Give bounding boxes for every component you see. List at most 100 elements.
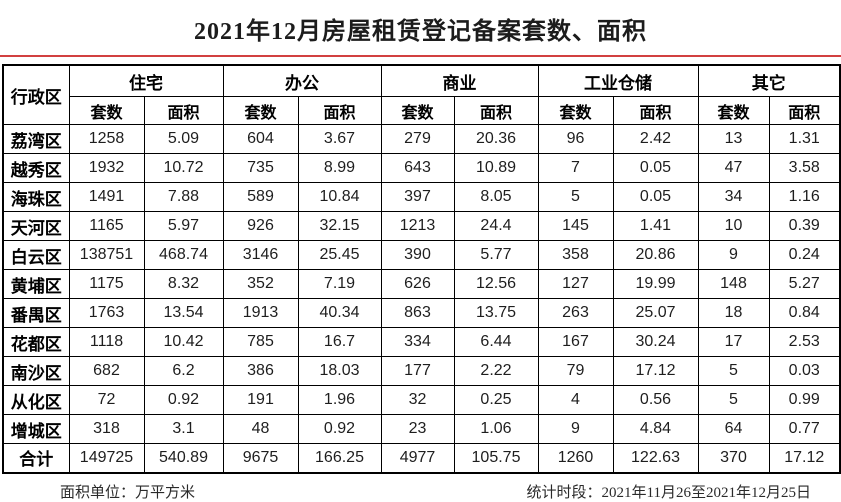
- area-cell: 468.74: [143, 240, 224, 270]
- area-cell: 166.25: [297, 443, 382, 473]
- subheader-area: 面积: [768, 96, 841, 125]
- area-cell: 7.88: [143, 182, 224, 212]
- area-cell: 0.24: [768, 240, 841, 270]
- area-cell: 8.99: [297, 153, 382, 183]
- area-cell: 17.12: [768, 443, 841, 473]
- area-cell: 540.89: [143, 443, 224, 473]
- count-cell: 48: [222, 414, 299, 444]
- district-cell: 荔湾区: [2, 124, 70, 154]
- area-cell: 20.36: [453, 124, 539, 154]
- header-group-row: 行政区 住宅 办公 商业 工业仓储 其它: [2, 64, 841, 125]
- statistics-period-note: 统计时段：2021年11月26至2021年12月25日: [526, 484, 811, 501]
- area-cell: 8.32: [143, 269, 224, 299]
- area-cell: 16.7: [297, 327, 382, 357]
- table-row: 黄埔区 1175 8.32 352 7.19 626 12.56 127 19.99 148 5.2…: [2, 269, 841, 299]
- area-cell: 13.75: [453, 298, 539, 328]
- count-cell: 9: [537, 414, 614, 444]
- count-cell: 1165: [68, 211, 145, 241]
- area-cell: 20.86: [612, 240, 699, 270]
- count-cell: 318: [68, 414, 145, 444]
- district-cell: 合计: [2, 443, 70, 473]
- count-cell: 167: [537, 327, 614, 357]
- area-cell: 32.15: [297, 211, 382, 241]
- count-cell: 263: [537, 298, 614, 328]
- area-cell: 0.03: [768, 356, 841, 386]
- area-cell: 2.53: [768, 327, 841, 357]
- count-cell: 926: [222, 211, 299, 241]
- table-row: 海珠区 1491 7.88 589 10.84 397 8.05 5 0.05 34 1.16: [2, 182, 841, 212]
- area-cell: 1.31: [768, 124, 841, 154]
- count-cell: 96: [537, 124, 614, 154]
- area-cell: 105.75: [453, 443, 539, 473]
- table-row: 荔湾区 1258 5.09 604 3.67 279 20.36 96 2.42 13 1.31: [2, 124, 841, 154]
- count-cell: 9: [697, 240, 770, 270]
- count-cell: 334: [380, 327, 455, 357]
- area-cell: 18.03: [297, 356, 382, 386]
- count-cell: 386: [222, 356, 299, 386]
- area-cell: 7.19: [297, 269, 382, 299]
- count-cell: 1175: [68, 269, 145, 299]
- title-underline-rule: [0, 55, 841, 57]
- table-body: 荔湾区 1258 5.09 604 3.67 279 20.36 96 2.42 13 1.31 越秀…: [2, 124, 841, 473]
- area-cell: 6.44: [453, 327, 539, 357]
- area-cell: 3.1: [143, 414, 224, 444]
- area-cell: 10.84: [297, 182, 382, 212]
- count-cell: 10: [697, 211, 770, 241]
- area-cell: 1.96: [297, 385, 382, 415]
- area-cell: 0.05: [612, 182, 699, 212]
- area-cell: 0.25: [453, 385, 539, 415]
- count-cell: 785: [222, 327, 299, 357]
- area-cell: 40.34: [297, 298, 382, 328]
- count-cell: 643: [380, 153, 455, 183]
- area-cell: 8.05: [453, 182, 539, 212]
- column-group-residential: 住宅: [68, 64, 224, 97]
- area-cell: 10.42: [143, 327, 224, 357]
- subheader-area: 面积: [453, 96, 539, 125]
- count-cell: 1763: [68, 298, 145, 328]
- area-cell: 5.77: [453, 240, 539, 270]
- area-cell: 10.89: [453, 153, 539, 183]
- district-cell: 越秀区: [2, 153, 70, 183]
- count-cell: 5: [697, 356, 770, 386]
- count-cell: 604: [222, 124, 299, 154]
- count-cell: 127: [537, 269, 614, 299]
- count-cell: 4977: [380, 443, 455, 473]
- area-cell: 13.54: [143, 298, 224, 328]
- count-cell: 352: [222, 269, 299, 299]
- count-cell: 1213: [380, 211, 455, 241]
- district-cell: 黄埔区: [2, 269, 70, 299]
- count-cell: 390: [380, 240, 455, 270]
- area-cell: 4.84: [612, 414, 699, 444]
- count-cell: 145: [537, 211, 614, 241]
- subheader-count: 套数: [697, 96, 770, 125]
- area-cell: 25.07: [612, 298, 699, 328]
- count-cell: 3146: [222, 240, 299, 270]
- area-cell: 5.27: [768, 269, 841, 299]
- area-cell: 0.77: [768, 414, 841, 444]
- subheader-area: 面积: [612, 96, 699, 125]
- total-row: 合计 149725 540.89 9675 166.25 4977 105.75 1260 12…: [2, 443, 841, 473]
- area-cell: 2.22: [453, 356, 539, 386]
- count-cell: 32: [380, 385, 455, 415]
- area-cell: 17.12: [612, 356, 699, 386]
- count-cell: 1118: [68, 327, 145, 357]
- table-row: 南沙区 682 6.2 386 18.03 177 2.22 79 17.12 5 0.03: [2, 356, 841, 386]
- count-cell: 5: [537, 182, 614, 212]
- count-cell: 863: [380, 298, 455, 328]
- count-cell: 177: [380, 356, 455, 386]
- count-cell: 9675: [222, 443, 299, 473]
- count-cell: 138751: [68, 240, 145, 270]
- area-cell: 3.58: [768, 153, 841, 183]
- subheader-count: 套数: [222, 96, 299, 125]
- area-cell: 122.63: [612, 443, 699, 473]
- area-cell: 0.92: [297, 414, 382, 444]
- table-row: 天河区 1165 5.97 926 32.15 1213 24.4 145 1.41 10 0.39: [2, 211, 841, 241]
- column-group-commercial: 商业: [380, 64, 539, 97]
- district-cell: 番禺区: [2, 298, 70, 328]
- count-cell: 18: [697, 298, 770, 328]
- rental-registration-table: 行政区 住宅 办公 商业 工业仓储 其它 套数 面积 套数 面积 套数 面积 套…: [2, 64, 841, 474]
- subheader-count: 套数: [68, 96, 145, 125]
- count-cell: 1932: [68, 153, 145, 183]
- count-cell: 17: [697, 327, 770, 357]
- count-cell: 1260: [537, 443, 614, 473]
